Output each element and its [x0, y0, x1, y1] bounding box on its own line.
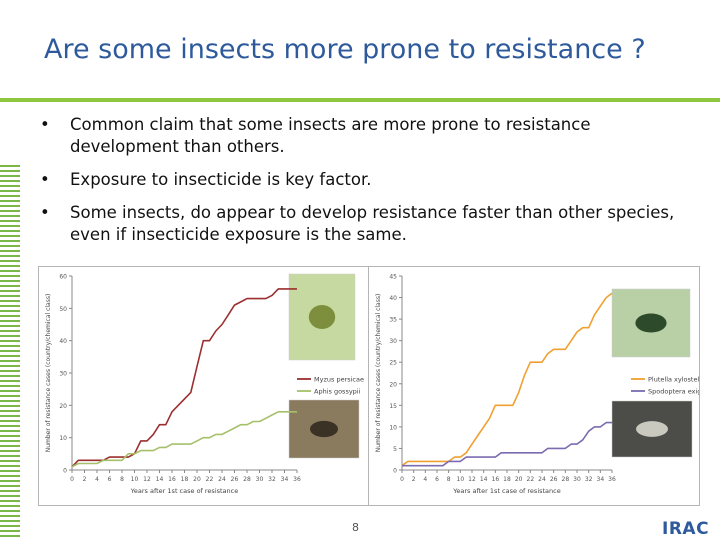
x-tick-label: 26 [550, 476, 558, 483]
legend-label: Plutella xylostella [648, 376, 699, 384]
bullet-dot: • [40, 115, 50, 134]
x-tick-label: 30 [573, 476, 581, 483]
y-tick-label: 15 [389, 403, 397, 410]
bullet-text: Some insects, do appear to develop resis… [70, 203, 675, 244]
decorative-stripes [0, 165, 20, 540]
bullet-text: Common claim that some insects are more … [70, 115, 591, 156]
x-tick-label: 22 [206, 476, 214, 483]
x-tick-label: 20 [193, 476, 201, 483]
title-divider [0, 98, 720, 102]
y-tick-label: 35 [389, 317, 397, 324]
insect-photo-subject [310, 420, 338, 438]
y-tick-label: 45 [389, 274, 397, 281]
series-line [402, 421, 612, 467]
irac-logo: IRAC [662, 519, 710, 539]
bullet-item: • Common claim that some insects are more… [40, 114, 700, 158]
y-tick-label: 0 [393, 468, 397, 475]
x-tick-label: 12 [143, 476, 151, 483]
y-tick-label: 10 [59, 435, 67, 442]
series-line [71, 411, 297, 468]
x-tick-label: 34 [597, 476, 605, 483]
y-tick-label: 5 [393, 446, 397, 453]
x-tick-label: 28 [562, 476, 570, 483]
series-line [71, 288, 297, 468]
x-tick-label: 28 [243, 476, 251, 483]
x-tick-label: 34 [281, 476, 289, 483]
slide-title: Are some insects more prone to resistanc… [44, 34, 646, 65]
x-tick-label: 10 [131, 476, 139, 483]
series-line [401, 292, 613, 467]
moth-chart-panel: 0 5 10 15 20 25 30 35 40 45 0 2 4 6 8 10 12 14 16 18 20 22 24 2… [368, 266, 710, 506]
bullet-dot: • [40, 170, 50, 189]
x-tick-label: 8 [447, 476, 451, 483]
bullet-list: • Common claim that some insects are more… [40, 114, 700, 257]
y-tick-label: 30 [389, 338, 397, 345]
bullet-item: • Some insects, do appear to develop resi… [40, 202, 700, 246]
y-tick-label: 20 [59, 403, 67, 410]
bullet-text: Exposure to insecticide is key factor. [70, 170, 372, 189]
aphid-chart-panel: 0 10 20 30 40 50 60 0 2 4 6 8 10 12 14 16 18 20 22 24 26 28 30… [38, 266, 370, 506]
x-tick-label: 12 [468, 476, 476, 483]
legend-label: Spodoptera exigua [648, 388, 699, 396]
page-number: 8 [352, 521, 359, 534]
x-tick-label: 18 [181, 476, 189, 483]
x-axis-label: Years after 1st case of resistance [130, 487, 238, 495]
x-tick-label: 24 [538, 476, 546, 483]
y-tick-label: 10 [389, 424, 397, 431]
x-tick-label: 6 [108, 476, 112, 483]
insect-photo-subject [635, 313, 667, 333]
x-tick-label: 24 [218, 476, 226, 483]
x-tick-label: 30 [256, 476, 264, 483]
insect-photo-subject [636, 421, 668, 437]
legend-label: Myzus persicae [314, 376, 364, 384]
x-tick-label: 16 [168, 476, 176, 483]
x-tick-label: 20 [515, 476, 523, 483]
x-tick-label: 8 [120, 476, 124, 483]
bullet-item: • Exposure to insecticide is key factor. [40, 169, 700, 191]
y-tick-label: 30 [59, 371, 67, 378]
x-tick-label: 36 [608, 476, 616, 483]
x-tick-label: 4 [95, 476, 99, 483]
x-tick-label: 6 [435, 476, 439, 483]
x-tick-label: 14 [480, 476, 488, 483]
insect-photo-subject [308, 304, 336, 330]
x-tick-label: 26 [231, 476, 239, 483]
legend-label: Aphis gossypii [314, 388, 361, 396]
x-tick-label: 2 [83, 476, 87, 483]
bullet-dot: • [40, 203, 50, 222]
y-tick-label: 20 [389, 381, 397, 388]
y-tick-label: 25 [389, 360, 397, 367]
x-tick-label: 16 [492, 476, 500, 483]
y-tick-label: 0 [63, 468, 67, 475]
y-tick-label: 60 [59, 274, 67, 281]
y-axis-label: Number of resistance cases (country/chem… [375, 294, 382, 453]
x-tick-label: 0 [400, 476, 404, 483]
x-tick-label: 4 [423, 476, 427, 483]
x-tick-label: 18 [503, 476, 511, 483]
y-tick-label: 40 [59, 338, 67, 345]
x-tick-label: 0 [70, 476, 74, 483]
x-axis-label: Years after 1st case of resistance [452, 487, 560, 495]
y-tick-label: 40 [389, 295, 397, 302]
x-tick-label: 36 [293, 476, 301, 483]
x-tick-label: 32 [585, 476, 593, 483]
x-tick-label: 10 [457, 476, 465, 483]
x-tick-label: 22 [527, 476, 535, 483]
x-tick-label: 32 [268, 476, 276, 483]
y-axis-label: Number of resistance cases (country/chem… [45, 294, 52, 453]
x-tick-label: 14 [156, 476, 164, 483]
x-tick-label: 2 [412, 476, 416, 483]
y-tick-label: 50 [59, 306, 67, 313]
